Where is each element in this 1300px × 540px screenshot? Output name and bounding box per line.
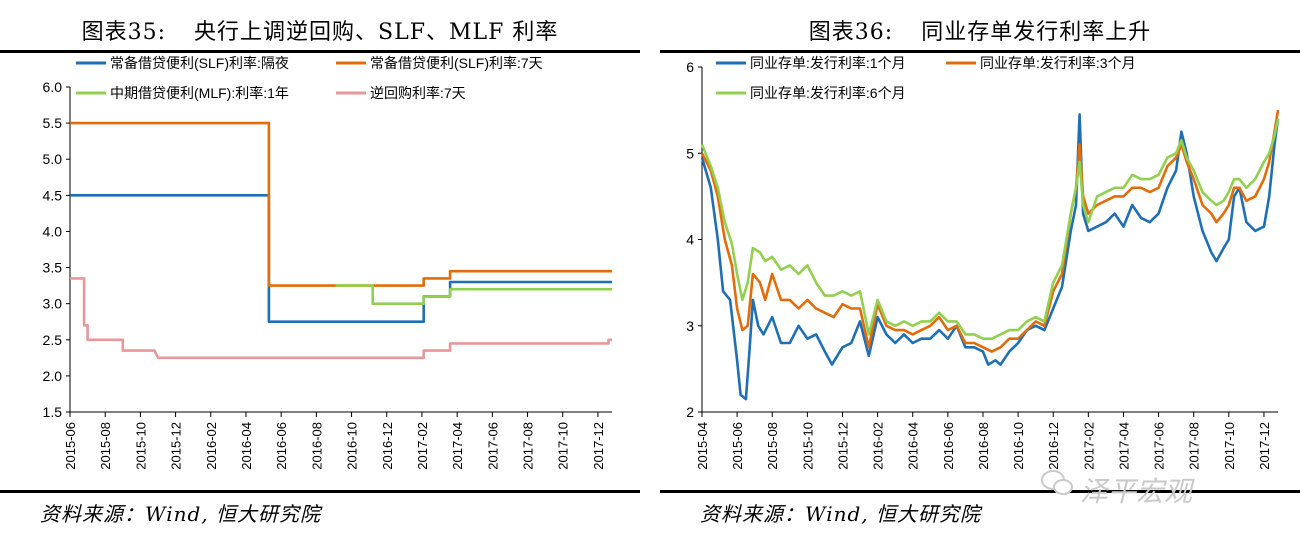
y-tick-label: 4.5	[43, 187, 63, 203]
chart-panel-right: 图表36: 同业存单发行利率上升 2 3 4 5 6 2015-04 2015-06 2015-…	[660, 0, 1300, 540]
chart-policy-rates: 1.5 2.0 2.5 3.0 3.5 4.0 4.5 5.0 5.5 6.0 2015-06 201…	[43, 55, 612, 470]
figure-number: 图表36:	[808, 20, 894, 45]
y-tick-label: 2	[686, 404, 694, 420]
y-tick-label: 2.5	[43, 332, 63, 348]
x-tick-label: 2015-04	[695, 422, 710, 470]
chart-title: 图表35: 央行上调逆回购、SLF、MLF 利率	[0, 14, 640, 46]
series-line-1	[700, 113, 1280, 401]
figure-title-text: 央行上调逆回购、SLF、MLF 利率	[194, 20, 559, 45]
x-tick-label: 2016-10	[1011, 422, 1026, 470]
y-tick-label: 5	[686, 145, 694, 161]
x-tick-label: 2017-02	[1081, 422, 1096, 470]
series-line-1	[70, 194, 612, 324]
x-tick-label: 2015-08	[98, 422, 113, 470]
y-tick-label: 4	[686, 232, 694, 248]
series-line-3	[700, 118, 1280, 341]
legend-label: 同业存单:发行利率:3个月	[980, 55, 1136, 71]
series-line-2	[700, 109, 1280, 353]
y-tick-label: 4.0	[43, 223, 63, 239]
source-note: 资料来源：Wind, 恒大研究院	[700, 502, 981, 526]
chart-panel-left: 图表35: 央行上调逆回购、SLF、MLF 利率 1.5 2.0 2.5 3.0 3.5 4…	[0, 0, 640, 540]
x-tick-label: 2017-06	[485, 422, 500, 470]
legend-label: 常备借贷便利(SLF)利率:7天	[370, 55, 543, 71]
x-tick-label: 2015-10	[133, 422, 148, 470]
y-tick-label: 6	[686, 59, 694, 75]
x-tick-label: 2016-12	[380, 422, 395, 470]
y-tick-label: 1.5	[43, 404, 63, 420]
series-line-4	[70, 277, 612, 360]
x-tick-label: 2017-12	[1257, 422, 1272, 470]
figure-title-text: 同业存单发行利率上升	[921, 20, 1152, 45]
y-tick-label: 3	[686, 318, 694, 334]
x-tick-label: 2017-08	[521, 422, 536, 470]
y-tick-label: 5.5	[43, 115, 63, 131]
x-tick-label: 2017-10	[1222, 422, 1237, 470]
x-tick-label: 2016-04	[906, 422, 921, 470]
watermark-text: 泽平宏观	[1080, 475, 1193, 508]
y-tick-label: 3.0	[43, 296, 63, 312]
x-tick-label: 2015-12	[169, 422, 184, 470]
legend-label: 中期借贷便利(MLF):利率:1年	[110, 85, 289, 101]
x-tick-label: 2017-04	[1116, 422, 1131, 470]
x-tick-label: 2016-08	[976, 422, 991, 470]
figure-number: 图表35:	[81, 20, 167, 45]
x-tick-label: 2015-12	[835, 422, 850, 470]
chart-ncd-rates: 2 3 4 5 6 2015-04 2015-06 2015-08 2015-10 2015-12…	[686, 55, 1280, 470]
y-tick-label: 2.0	[43, 368, 63, 384]
source-note: 资料来源：Wind, 恒大研究院	[40, 502, 321, 526]
legend-label: 常备借贷便利(SLF)利率:隔夜	[110, 55, 289, 71]
y-tick-label: 3.5	[43, 260, 63, 276]
x-tick-label: 2017-06	[1152, 422, 1167, 470]
x-tick-label: 2015-10	[800, 422, 815, 470]
x-tick-label: 2015-06	[63, 422, 78, 470]
x-tick-label: 2016-02	[871, 422, 886, 470]
x-tick-label: 2016-12	[1046, 422, 1061, 470]
x-tick-label: 2015-08	[765, 422, 780, 470]
legend-label: 同业存单:发行利率:6个月	[750, 85, 906, 101]
x-tick-label: 2017-08	[1187, 422, 1202, 470]
bottom-rule	[660, 490, 1300, 493]
x-tick-label: 2016-06	[274, 422, 289, 470]
x-tick-label: 2016-04	[239, 422, 254, 470]
legend-label: 同业存单:发行利率:1个月	[750, 55, 906, 71]
series-line-2	[70, 121, 612, 287]
series-line-3	[335, 284, 612, 305]
wechat-icon	[1041, 470, 1073, 495]
chart-title: 图表36: 同业存单发行利率上升	[660, 14, 1300, 46]
x-tick-label: 2017-12	[591, 422, 606, 470]
x-tick-label: 2017-02	[415, 422, 430, 470]
x-tick-label: 2016-02	[204, 422, 219, 470]
legend-label: 逆回购利率:7天	[370, 85, 466, 101]
x-tick-label: 2016-06	[941, 422, 956, 470]
bottom-rule	[0, 490, 640, 493]
x-tick-label: 2017-04	[450, 422, 465, 470]
x-tick-label: 2015-06	[730, 422, 745, 470]
y-tick-label: 5.0	[43, 151, 63, 167]
x-tick-label: 2017-10	[556, 422, 571, 470]
top-rule	[660, 50, 1300, 53]
x-tick-label: 2016-08	[309, 422, 324, 470]
y-tick-label: 6.0	[43, 79, 63, 95]
top-rule	[0, 50, 640, 53]
x-tick-label: 2016-10	[345, 422, 360, 470]
